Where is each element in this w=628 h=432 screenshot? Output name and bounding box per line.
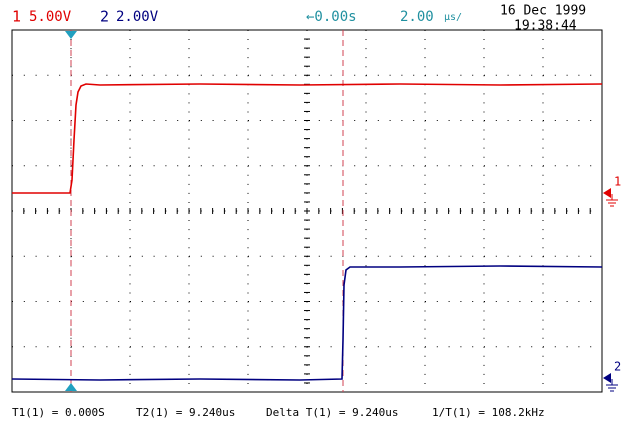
ch1-trace bbox=[12, 83, 603, 194]
measurement-t1: T1(1) = 0.000S bbox=[12, 406, 105, 419]
ch2-trace bbox=[11, 265, 603, 381]
ch1-number: 1 bbox=[12, 8, 21, 26]
ch2-marker-label: 2 bbox=[614, 360, 621, 374]
trigger-position: ←0.00s bbox=[306, 9, 357, 25]
ch2-arrow bbox=[603, 373, 611, 383]
measurement-t2: T2(1) = 9.240us bbox=[136, 406, 235, 419]
ch2-ground bbox=[606, 379, 618, 392]
measurement-frequency: 1/T(1) = 108.2kHz bbox=[432, 406, 545, 419]
timebase-unit: µs/ bbox=[444, 12, 462, 23]
time: 19:38:44 bbox=[514, 19, 577, 34]
timebase-value: 2.00 bbox=[400, 9, 434, 25]
ch1-scale: 5.00V bbox=[29, 9, 72, 25]
graticule bbox=[11, 29, 603, 392]
trigger-marker-top bbox=[65, 31, 77, 39]
ch1-ground bbox=[606, 194, 618, 207]
date: 16 Dec 1999 bbox=[500, 4, 586, 19]
ch2-scale: 2.00V bbox=[116, 9, 159, 25]
ch2-number: 2 bbox=[100, 8, 109, 26]
ch1-marker: 1 bbox=[603, 175, 621, 207]
trigger-marker-bottom bbox=[65, 383, 77, 391]
ch1-arrow bbox=[603, 188, 611, 198]
ch2-marker: 2 bbox=[603, 360, 621, 392]
measurement-delta: Delta T(1) = 9.240us bbox=[266, 406, 398, 419]
ch1-marker-label: 1 bbox=[614, 175, 621, 189]
